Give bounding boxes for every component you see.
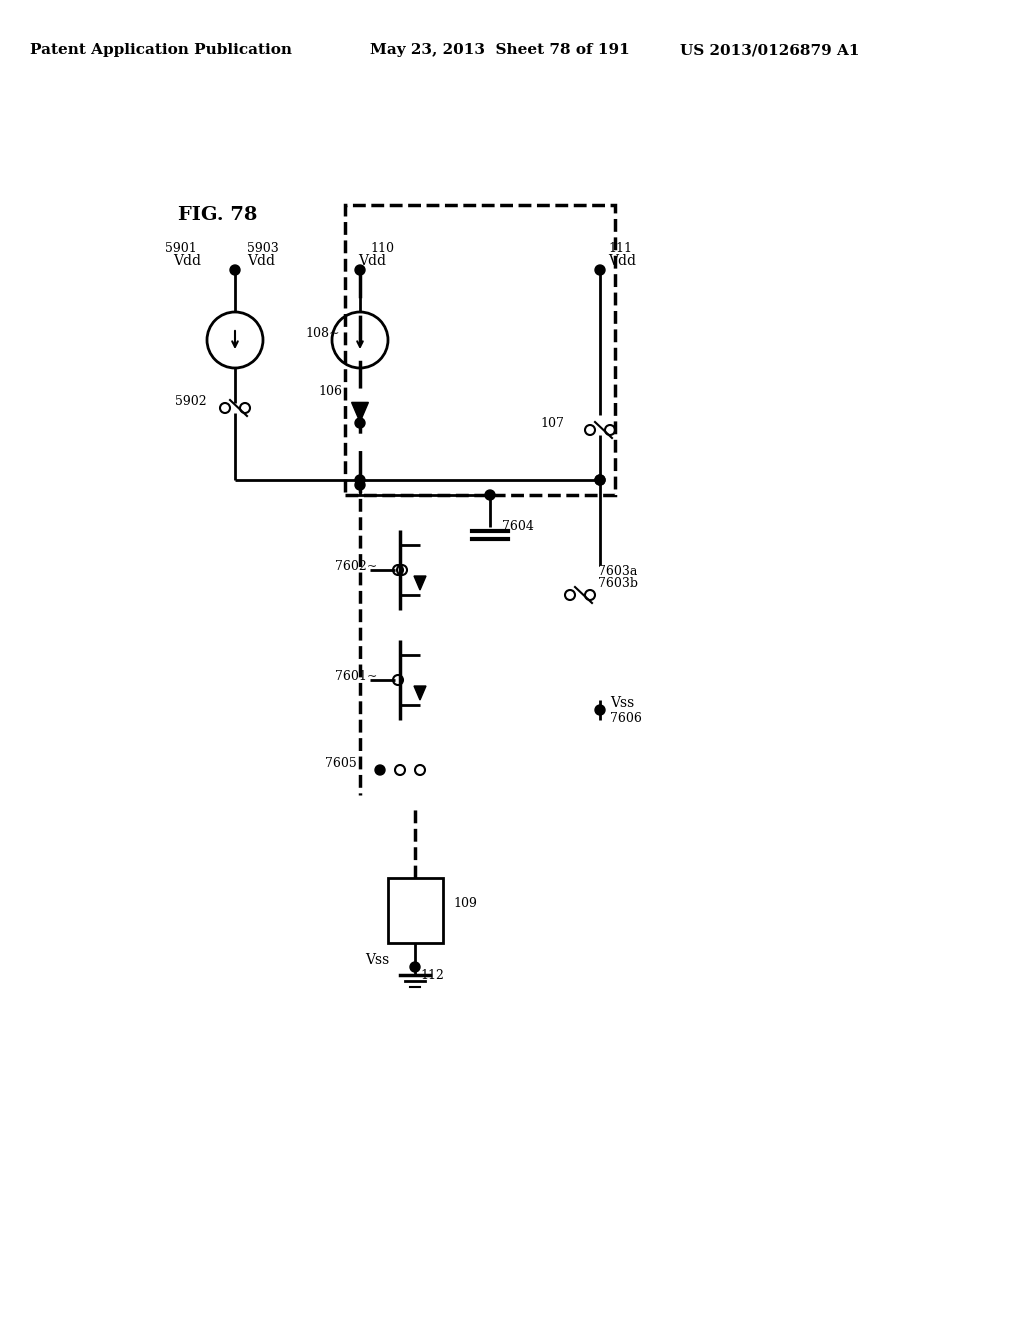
Circle shape bbox=[355, 265, 365, 275]
Circle shape bbox=[355, 418, 365, 428]
Text: Vdd: Vdd bbox=[173, 253, 201, 268]
Text: 7604: 7604 bbox=[502, 520, 534, 533]
Text: FIG. 78: FIG. 78 bbox=[178, 206, 257, 224]
Text: 111: 111 bbox=[608, 242, 632, 255]
Circle shape bbox=[595, 475, 605, 484]
Circle shape bbox=[595, 705, 605, 715]
Text: 7606: 7606 bbox=[610, 711, 642, 725]
Text: 108~: 108~ bbox=[305, 327, 340, 341]
Bar bbox=[345, 205, 615, 495]
Circle shape bbox=[485, 490, 495, 500]
Text: 7602~: 7602~ bbox=[335, 560, 377, 573]
Text: 7603b: 7603b bbox=[598, 577, 638, 590]
Circle shape bbox=[355, 475, 365, 484]
Circle shape bbox=[595, 475, 605, 484]
Text: 5903: 5903 bbox=[247, 242, 279, 255]
Text: 5901: 5901 bbox=[165, 242, 197, 255]
Polygon shape bbox=[414, 686, 426, 700]
Text: 109: 109 bbox=[453, 898, 477, 909]
Circle shape bbox=[230, 265, 240, 275]
Circle shape bbox=[595, 265, 605, 275]
Text: Vdd: Vdd bbox=[608, 253, 636, 268]
Text: 7605: 7605 bbox=[325, 756, 356, 770]
Text: Vdd: Vdd bbox=[247, 253, 275, 268]
Circle shape bbox=[410, 962, 420, 972]
Polygon shape bbox=[414, 576, 426, 590]
Text: Vss: Vss bbox=[365, 953, 389, 968]
Text: 106: 106 bbox=[318, 385, 342, 399]
Text: US 2013/0126879 A1: US 2013/0126879 A1 bbox=[680, 44, 859, 57]
Text: Vss: Vss bbox=[610, 696, 634, 710]
Text: Vdd: Vdd bbox=[358, 253, 386, 268]
Text: 107: 107 bbox=[540, 417, 564, 430]
Polygon shape bbox=[351, 403, 369, 422]
Circle shape bbox=[375, 766, 385, 775]
Text: Patent Application Publication: Patent Application Publication bbox=[30, 44, 292, 57]
Text: 112: 112 bbox=[420, 969, 443, 982]
FancyBboxPatch shape bbox=[387, 878, 442, 942]
Text: 110: 110 bbox=[370, 242, 394, 255]
Circle shape bbox=[355, 480, 365, 490]
Text: 5902: 5902 bbox=[175, 395, 207, 408]
Text: 7603a: 7603a bbox=[598, 565, 637, 578]
Text: 7601~: 7601~ bbox=[335, 671, 378, 682]
Text: May 23, 2013  Sheet 78 of 191: May 23, 2013 Sheet 78 of 191 bbox=[370, 44, 630, 57]
